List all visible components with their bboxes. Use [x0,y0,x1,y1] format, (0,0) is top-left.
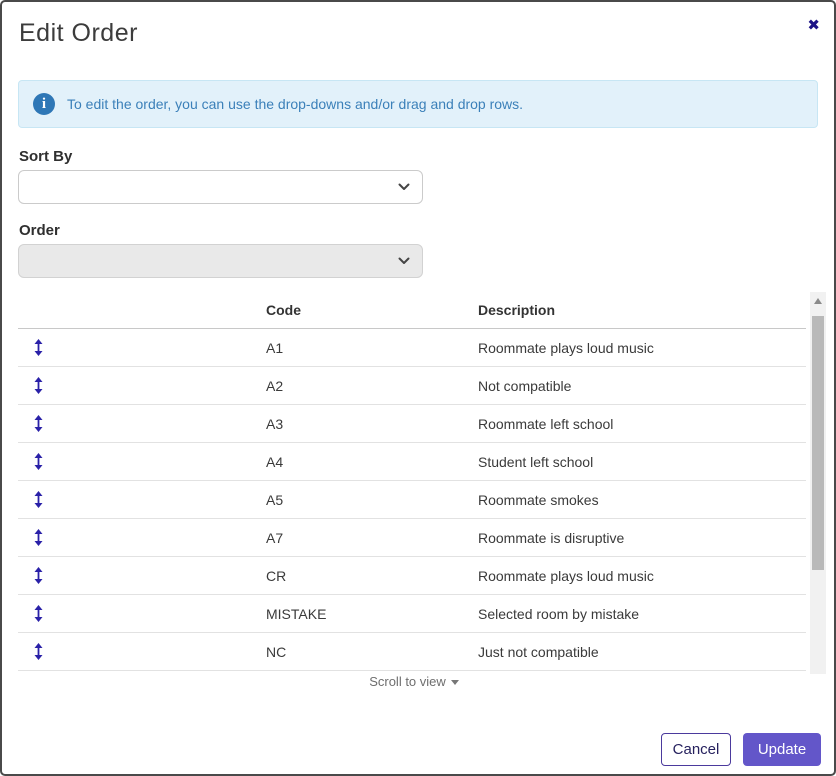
table-header-row: Code Description [18,292,806,329]
scroll-to-view-label: Scroll to view [369,674,446,689]
row-description: Roommate plays loud music [478,339,654,356]
scroll-up-arrow-icon[interactable] [810,292,826,309]
drag-handle-icon[interactable] [34,453,48,470]
sort-by-select[interactable] [18,170,423,204]
row-description: Selected room by mistake [478,605,640,622]
row-description: Roommate left school [478,415,614,432]
row-description: Student left school [478,453,594,470]
table-body: A1 Roommate plays loud music A2 Not comp… [2,329,834,671]
row-code: A7 [266,529,284,546]
table-row[interactable]: A4 Student left school [18,443,806,481]
table-row[interactable]: A1 Roommate plays loud music [18,329,806,367]
chevron-down-icon [398,183,410,191]
scrollbar[interactable] [810,292,826,674]
row-description: Not compatible [478,377,572,394]
sort-by-label: Sort By [19,148,73,165]
row-code: A4 [266,453,284,470]
drag-handle-icon[interactable] [34,491,48,508]
drag-handle-icon[interactable] [34,605,48,622]
row-code: MISTAKE [266,605,327,622]
info-alert: i To edit the order, you can use the dro… [18,80,818,128]
row-description: Just not compatible [478,643,599,660]
table-row[interactable]: A7 Roommate is disruptive [18,519,806,557]
row-code: CR [266,567,287,584]
order-select[interactable] [18,244,423,278]
row-code: A2 [266,377,284,394]
scrollbar-thumb[interactable] [812,316,824,570]
table-row[interactable]: A3 Roommate left school [18,405,806,443]
row-code: A3 [266,415,284,432]
modal-footer: Cancel Update [661,733,821,766]
drag-handle-icon[interactable] [34,643,48,660]
drag-handle-icon[interactable] [34,415,48,432]
update-button[interactable]: Update [743,733,821,766]
row-code: A1 [266,339,284,356]
order-label: Order [19,222,60,239]
row-code: NC [266,643,287,660]
drag-handle-icon[interactable] [34,339,48,356]
column-header-description: Description [478,302,556,318]
chevron-down-icon [398,257,410,265]
info-alert-text: To edit the order, you can use the drop-… [67,96,524,112]
drag-handle-icon[interactable] [34,529,48,546]
drag-handle-icon[interactable] [34,377,48,394]
table-row[interactable]: NC Just not compatible [18,633,806,671]
caret-down-icon [450,680,459,686]
column-header-code: Code [266,302,301,318]
table-row[interactable]: CR Roommate plays loud music [18,557,806,595]
table-row[interactable]: MISTAKE Selected room by mistake [18,595,806,633]
row-code: A5 [266,491,284,508]
cancel-button[interactable]: Cancel [661,733,731,766]
close-icon[interactable]: ✖ [807,17,820,34]
row-description: Roommate smokes [478,491,599,508]
table-row[interactable]: A2 Not compatible [18,367,806,405]
drag-handle-icon[interactable] [34,567,48,584]
page-title: Edit Order [19,19,138,47]
table-row[interactable]: A5 Roommate smokes [18,481,806,519]
scroll-to-view-button[interactable]: Scroll to view [18,674,810,689]
order-table: Code Description A1 Roommate plays loud … [2,292,834,674]
info-icon: i [33,93,55,115]
row-description: Roommate is disruptive [478,529,625,546]
row-description: Roommate plays loud music [478,567,654,584]
